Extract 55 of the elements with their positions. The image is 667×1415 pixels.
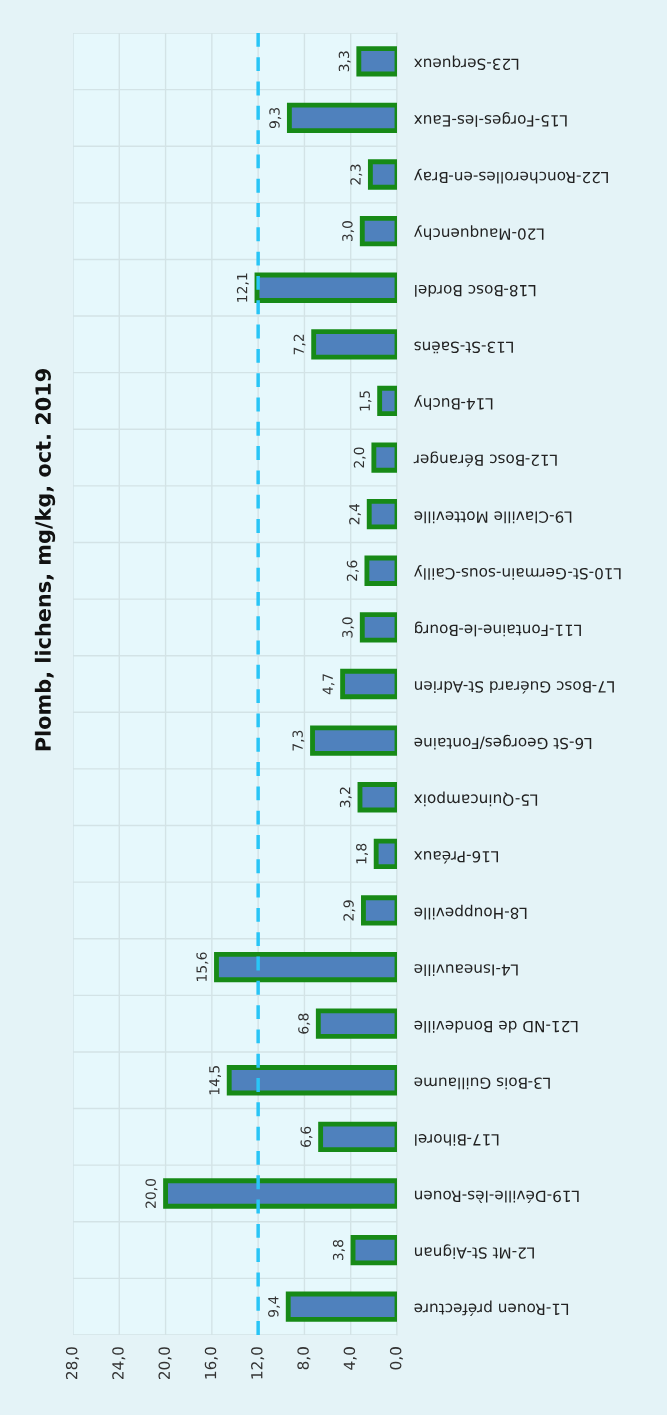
- y-tick-label: L13-St-Saëns: [414, 341, 513, 354]
- data-label: 6,8: [298, 1013, 311, 1034]
- y-tick-label: L15-Forges-les-Eaux: [414, 112, 567, 127]
- y-tick-label: L1-Rouen préfecture: [414, 1300, 569, 1316]
- data-label: 3,2: [339, 787, 352, 808]
- data-label: 2,4: [349, 503, 362, 525]
- y-tick-label: L17-Bihorel: [415, 1134, 499, 1146]
- y-tick-label: L3-Bois Guillaume: [414, 1077, 550, 1090]
- data-label: 3,3: [338, 51, 351, 72]
- x-tick-label: 28,0: [65, 1347, 79, 1380]
- x-tick-label: 24,0: [112, 1347, 126, 1380]
- data-label: 7,3: [292, 730, 305, 751]
- y-tick-label: L22-Roncherolles-en-Bray: [414, 168, 608, 184]
- data-label: 3,8: [332, 1239, 345, 1261]
- x-tick-label: 16,0: [204, 1347, 218, 1379]
- y-tick-label: L8-Houppeville: [414, 904, 527, 920]
- data-label: 2,3: [350, 164, 363, 185]
- x-tick-label: 8,0: [297, 1347, 311, 1370]
- text: Plomb, lichens, mg/kg, oct. 2019: [34, 369, 56, 751]
- y-tick-label: L11-Fontaine-le-Bourg: [415, 621, 581, 637]
- x-tick-label: 20,0: [158, 1347, 172, 1380]
- x-tick-label: 12,0: [251, 1347, 265, 1379]
- data-label: 1,5: [359, 391, 372, 411]
- data-label: 2,9: [343, 900, 356, 921]
- data-label: 7,2: [293, 334, 306, 355]
- data-label: 2,6: [346, 560, 359, 581]
- y-tick-label: L2-Mt St-Aignan: [414, 1244, 534, 1260]
- x-tick-label: 4,0: [343, 1347, 357, 1370]
- y-tick-label: L9-Claville Motteville: [414, 511, 572, 524]
- x-tick-label: 0,0: [389, 1347, 403, 1370]
- y-tick-label: L5-Quincampoix: [414, 791, 538, 807]
- y-tick-label: L20-Mauquenchy: [414, 225, 544, 241]
- y-tick-label: L23-Serqueux: [414, 55, 519, 71]
- data-label: 9,3: [269, 107, 282, 129]
- y-tick-label: L19-Déville-lès-Rouen: [414, 1190, 579, 1204]
- y-tick-label: L14-Buchy: [414, 395, 493, 410]
- data-label: 4,7: [322, 674, 335, 695]
- data-label: 2,0: [353, 447, 366, 468]
- data-label: 12,1: [236, 273, 249, 302]
- data-label: 6,6: [300, 1126, 313, 1147]
- data-label: 9,4: [268, 1296, 281, 1317]
- data-label: 3,0: [342, 221, 355, 242]
- y-tick-label: L16-Préaux: [414, 850, 498, 864]
- data-label: 20,0: [145, 1178, 158, 1208]
- y-tick-label: L6-St Georges/Fontaine: [414, 734, 592, 750]
- y-tick-label: L21-ND de Bondeville: [414, 1020, 578, 1033]
- data-label: 15,6: [196, 952, 209, 981]
- data-label: 3,0: [342, 617, 355, 638]
- y-tick-label: L4-Isneauville: [414, 964, 518, 977]
- data-label: 14,5: [209, 1066, 221, 1095]
- y-tick-label: L10-St-Germain-sous-Cailly: [414, 564, 621, 580]
- y-tick-label: L7-Bosc Guérard St-Adrien: [414, 681, 614, 694]
- data-label: 1,8: [356, 843, 368, 864]
- y-tick-label: L18-Bosc Bordel: [415, 284, 536, 297]
- y-tick-label: L12-Bosc Béranger: [413, 451, 557, 467]
